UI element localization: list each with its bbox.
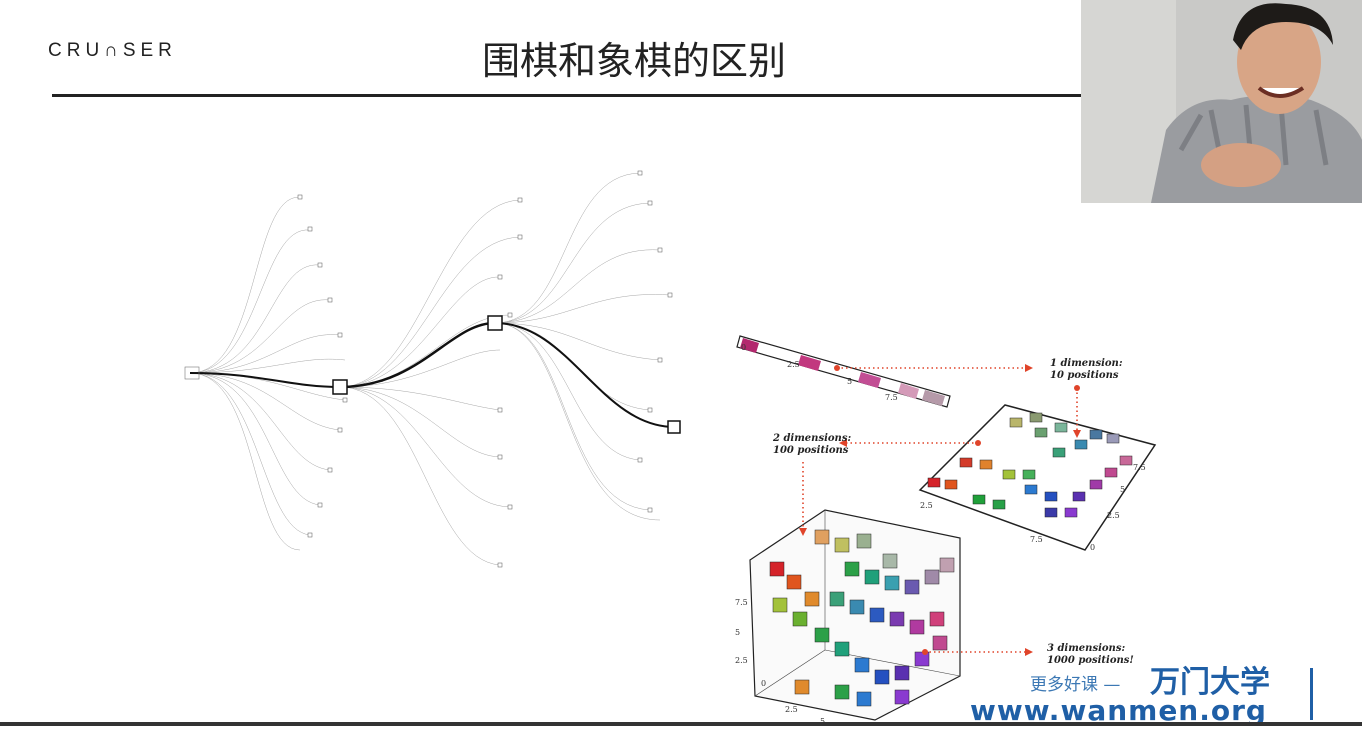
svg-text:0: 0 xyxy=(741,343,746,352)
label-1d: 1 dimension: 10 positions xyxy=(1050,358,1123,382)
svg-text:0: 0 xyxy=(761,679,766,688)
svg-text:2.5: 2.5 xyxy=(787,360,800,369)
svg-text:0: 0 xyxy=(1090,543,1095,552)
wanmen-brand: 万门大学 xyxy=(1150,665,1270,700)
webcam-video xyxy=(1081,0,1362,203)
svg-text:7.5: 7.5 xyxy=(735,598,748,607)
svg-text:7.5: 7.5 xyxy=(1030,535,1043,544)
bottom-border xyxy=(0,722,1362,726)
label-1d-title: 1 dimension: xyxy=(1050,358,1123,369)
slide-title: 围棋和象棋的区别 xyxy=(482,39,787,83)
label-2d-title: 2 dimensions: xyxy=(773,433,852,444)
svg-text:5: 5 xyxy=(1120,485,1125,494)
svg-text:2.5: 2.5 xyxy=(785,705,798,714)
svg-text:7.5: 7.5 xyxy=(1133,463,1146,472)
svg-text:5: 5 xyxy=(820,717,825,726)
watermark-bar xyxy=(1310,668,1313,720)
label-1d-count: 10 positions xyxy=(1050,370,1119,381)
one-dimension-strip xyxy=(736,335,951,408)
svg-text:2.5: 2.5 xyxy=(1107,511,1120,520)
label-3d: 3 dimensions: 1000 positions! xyxy=(1047,643,1134,667)
wanmen-url[interactable]: www.wanmen.org xyxy=(970,694,1267,727)
game-tree-diagram xyxy=(158,165,710,585)
label-2d: 2 dimensions: 100 positions xyxy=(773,433,851,457)
title-divider xyxy=(52,94,1082,97)
two-dimension-grid xyxy=(918,404,1157,551)
cruiser-logo: CRU∩SER xyxy=(48,40,177,61)
svg-text:2.5: 2.5 xyxy=(735,656,748,665)
promo-text: 更多好课 — xyxy=(1030,675,1121,695)
dimensions-diagram: 0 2.5 5 7.5 2.5 7.5 0 2.5 5 7.5 7.5 5 2.… xyxy=(735,330,1165,726)
label-3d-title: 3 dimensions: xyxy=(1047,643,1126,654)
svg-text:5: 5 xyxy=(847,377,852,386)
svg-text:7.5: 7.5 xyxy=(885,393,898,402)
label-2d-count: 100 positions xyxy=(773,445,849,456)
three-dimension-cube xyxy=(749,509,961,721)
label-3d-count: 1000 positions! xyxy=(1047,655,1134,666)
svg-text:2.5: 2.5 xyxy=(920,501,933,510)
svg-text:5: 5 xyxy=(735,628,740,637)
